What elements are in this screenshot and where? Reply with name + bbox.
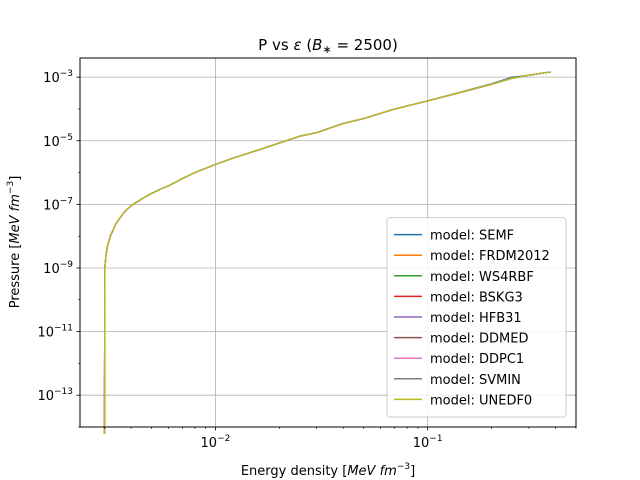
y-tick-label: 10−3: [43, 69, 73, 86]
legend-frame: [386, 217, 567, 418]
legend-label-bskg3: model: BSKG3: [430, 290, 523, 305]
legend-label-svmin: model: SVMIN: [430, 373, 521, 388]
y-tick-label: 10−11: [37, 324, 73, 341]
legend-label-ddmed: model: DDMED: [430, 332, 528, 347]
chart-title: P vs ε (B∗ = 2500): [258, 36, 398, 56]
y-tick-label: 10−9: [43, 260, 73, 277]
y-tick-label: 10−5: [43, 133, 73, 150]
legend-label-ws4rbf: model: WS4RBF: [430, 270, 534, 285]
y-axis-label: Pressure [MeV fm−3]: [6, 176, 23, 309]
legend-label-unedf0: model: UNEDF0: [430, 393, 532, 408]
legend-label-frdm2012: model: FRDM2012: [430, 249, 550, 264]
series-layer: [103, 71, 551, 435]
tick-layer: 10−2 10−1 10−13 10−11 10−9 10−7 10−5 10−3: [37, 69, 577, 451]
y-tick-label: 10−13: [37, 387, 73, 404]
plot-frame: [79, 57, 577, 428]
legend: model: SEMF model: FRDM2012 model: WS4RBF m…: [386, 217, 567, 418]
legend-label-hfb31: model: HFB31: [430, 311, 522, 326]
y-tick-label: 10−7: [43, 196, 73, 213]
series-line-unedf0: [103, 71, 551, 435]
x-tick-label: 10−2: [201, 434, 231, 451]
x-axis-label: Energy density [MeV fm−3]: [241, 462, 415, 479]
legend-label-semf: model: SEMF: [430, 229, 514, 244]
x-tick-label: 10−1: [413, 434, 443, 451]
legend-label-ddpc1: model: DDPC1: [430, 352, 524, 367]
